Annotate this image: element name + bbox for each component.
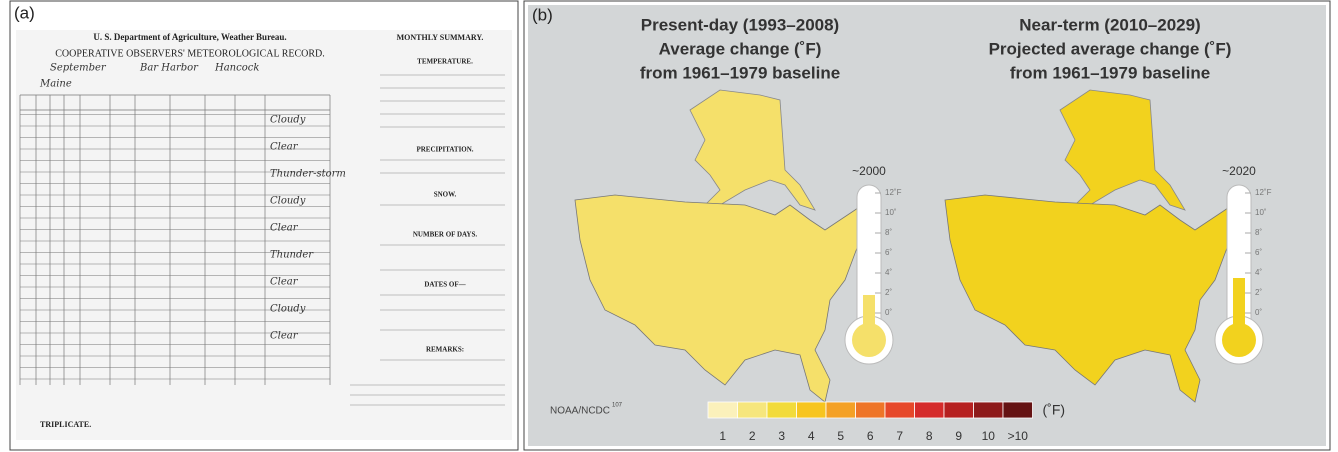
- legend-swatch: [974, 402, 1004, 418]
- doc-section: DATES OF—: [424, 281, 466, 289]
- doc-remark: Clear: [270, 142, 299, 153]
- thermometer-tick-label: 2˚: [1255, 288, 1262, 297]
- doc-remark: Clear: [270, 277, 299, 288]
- doc-section: REMARKS:: [426, 346, 464, 354]
- doc-remark: Thunder-storm: [270, 169, 346, 180]
- legend-swatch: [767, 402, 797, 418]
- page: (a) U. S. Department of Agriculture, Wea…: [0, 0, 1338, 452]
- thermometer-tick-label: 4˚: [885, 268, 892, 277]
- legend-label: 3: [778, 429, 785, 443]
- thermometer-tick-label: 6˚: [885, 248, 892, 257]
- legend-label: 1: [719, 429, 726, 443]
- thermometer-bulb-fill: [1222, 323, 1256, 357]
- thermometer-tick-label: 4˚: [1255, 268, 1262, 277]
- thermometer-tick-label: 10˚: [1255, 208, 1267, 217]
- thermometer-tick-label: 0˚: [885, 308, 892, 317]
- doc-remark: Cloudy: [270, 115, 306, 126]
- figure: (a) U. S. Department of Agriculture, Wea…: [0, 0, 1338, 452]
- thermometer-tick-label: 8˚: [885, 228, 892, 237]
- doc-section: NUMBER OF DAYS.: [413, 231, 477, 239]
- doc-footer: TRIPLICATE.: [40, 420, 91, 429]
- legend-swatch: [826, 402, 856, 418]
- map-title: from 1961–1979 baseline: [640, 63, 840, 82]
- doc-remark: Clear: [270, 331, 299, 342]
- thermometer-label: ~2020: [1222, 164, 1256, 178]
- doc-header: U. S. Department of Agriculture, Weather…: [93, 32, 286, 42]
- legend-swatch: [856, 402, 886, 418]
- map-source-note: 107: [612, 403, 623, 409]
- map-title: Present-day (1993–2008): [641, 15, 839, 34]
- doc-summary-title: MONTHLY SUMMARY.: [397, 33, 484, 42]
- doc-month: September: [50, 63, 107, 74]
- doc-state: Maine: [39, 79, 72, 90]
- legend-swatch: [797, 402, 827, 418]
- thermometer-tick-label: 2˚: [885, 288, 892, 297]
- panel-label: (b): [532, 5, 553, 24]
- legend-label: >10: [1008, 429, 1029, 443]
- legend-swatch: [708, 402, 738, 418]
- doc-station: Bar Harbor: [139, 63, 199, 74]
- legend-label: 8: [926, 429, 933, 443]
- thermometer-tick-label: 12˚F: [885, 188, 902, 197]
- doc-remark: Cloudy: [270, 304, 306, 315]
- map-title: Near-term (2010–2029): [1019, 15, 1200, 34]
- legend-label: 2: [749, 429, 756, 443]
- legend-unit: (˚F): [1043, 402, 1066, 418]
- map-title: Projected average change (˚F): [989, 39, 1232, 58]
- doc-remark: Clear: [270, 223, 299, 234]
- doc-remark: Thunder: [270, 250, 314, 261]
- doc-remark: Cloudy: [270, 196, 306, 207]
- legend-label: 7: [896, 429, 903, 443]
- thermometer-tick-label: 6˚: [1255, 248, 1262, 257]
- doc-section: SNOW.: [434, 191, 457, 199]
- thermometer-tick-label: 12˚F: [1255, 188, 1272, 197]
- legend-label: 10: [982, 429, 996, 443]
- doc-section: PRECIPITATION.: [416, 146, 473, 154]
- legend-swatch: [885, 402, 915, 418]
- legend-swatch: [944, 402, 974, 418]
- legend-label: 4: [808, 429, 815, 443]
- map-title: from 1961–1979 baseline: [1010, 63, 1210, 82]
- legend-label: 6: [867, 429, 874, 443]
- thermometer-label: ~2000: [852, 164, 886, 178]
- thermometer-tick-label: 8˚: [1255, 228, 1262, 237]
- doc-county: Hancock: [214, 63, 259, 74]
- legend-swatch: [738, 402, 768, 418]
- thermometer-bulb-fill: [852, 323, 886, 357]
- legend-label: 5: [837, 429, 844, 443]
- legend-swatch: [1003, 402, 1033, 418]
- doc-title: COOPERATIVE OBSERVERS' METEOROLOGICAL RE…: [55, 48, 325, 59]
- legend-label: 9: [955, 429, 962, 443]
- panel-label: (a): [14, 3, 35, 22]
- map-title: Average change (˚F): [659, 39, 822, 58]
- doc-section: TEMPERATURE.: [417, 58, 473, 66]
- map-source: NOAA/NCDC: [550, 406, 610, 417]
- thermometer-tick-label: 0˚: [1255, 308, 1262, 317]
- thermometer-tick-label: 10˚: [885, 208, 897, 217]
- legend-swatch: [915, 402, 945, 418]
